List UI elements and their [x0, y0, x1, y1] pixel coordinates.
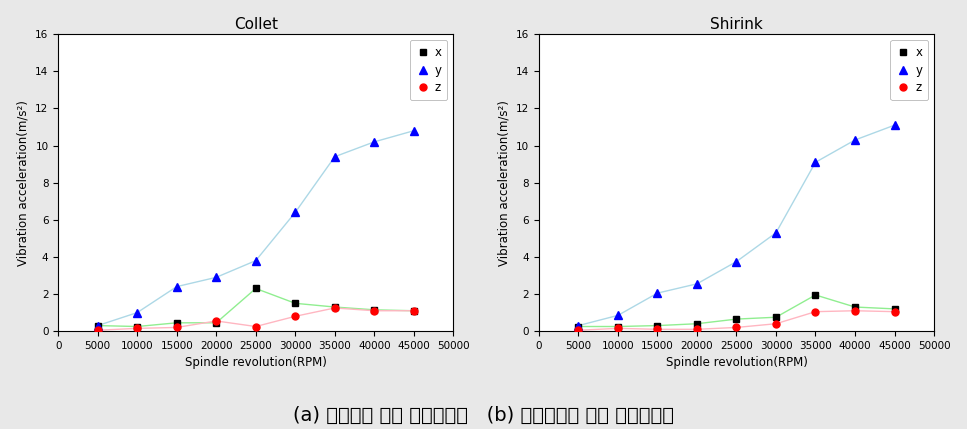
- y: [612, 313, 624, 318]
- x: [809, 293, 821, 298]
- z: [612, 326, 624, 331]
- z: [92, 328, 103, 333]
- z: [408, 308, 420, 313]
- y: [289, 210, 301, 215]
- z: [211, 318, 222, 323]
- y: [249, 258, 261, 263]
- z: [849, 308, 861, 313]
- y: [731, 259, 743, 264]
- Line: z: z: [575, 307, 898, 334]
- x: [132, 324, 143, 329]
- x: [368, 307, 380, 312]
- y: [368, 139, 380, 145]
- Title: Shirink: Shirink: [710, 17, 763, 32]
- x: [612, 324, 624, 329]
- y: [211, 275, 222, 280]
- x: [408, 308, 420, 313]
- z: [329, 305, 340, 311]
- z: [809, 309, 821, 314]
- Title: Collet: Collet: [234, 17, 278, 32]
- y: [652, 290, 663, 296]
- y: [408, 128, 420, 133]
- x: [171, 320, 183, 325]
- Y-axis label: Vibration acceleration(m/s²): Vibration acceleration(m/s²): [497, 100, 511, 266]
- X-axis label: Spindle revolution(RPM): Spindle revolution(RPM): [665, 356, 807, 369]
- y: [770, 230, 781, 236]
- X-axis label: Spindle revolution(RPM): Spindle revolution(RPM): [185, 356, 327, 369]
- z: [171, 325, 183, 330]
- x: [652, 323, 663, 328]
- Line: x: x: [94, 285, 417, 330]
- z: [289, 314, 301, 319]
- x: [691, 321, 703, 326]
- Y-axis label: Vibration acceleration(m/s²): Vibration acceleration(m/s²): [16, 100, 30, 266]
- x: [329, 305, 340, 310]
- y: [572, 323, 584, 328]
- Text: (a) 콜렉첨에 의한 진동가속도   (b) 열박음첨에 의한 진동가속도: (a) 콜렉첨에 의한 진동가속도 (b) 열박음첨에 의한 진동가속도: [293, 406, 674, 425]
- Line: z: z: [94, 305, 417, 334]
- z: [691, 327, 703, 332]
- Line: x: x: [575, 291, 898, 330]
- x: [889, 306, 900, 311]
- z: [652, 327, 663, 332]
- y: [691, 281, 703, 287]
- y: [171, 284, 183, 289]
- z: [132, 326, 143, 331]
- y: [849, 137, 861, 142]
- z: [572, 328, 584, 333]
- x: [92, 323, 103, 328]
- x: [249, 286, 261, 291]
- z: [731, 325, 743, 330]
- y: [329, 154, 340, 159]
- Legend: x, y, z: x, y, z: [410, 40, 448, 100]
- x: [731, 317, 743, 322]
- z: [889, 309, 900, 314]
- x: [572, 324, 584, 329]
- x: [770, 314, 781, 320]
- y: [132, 310, 143, 315]
- x: [289, 301, 301, 306]
- Line: y: y: [94, 127, 418, 330]
- z: [249, 324, 261, 329]
- Legend: x, y, z: x, y, z: [891, 40, 928, 100]
- z: [770, 321, 781, 326]
- y: [809, 160, 821, 165]
- x: [211, 320, 222, 325]
- y: [889, 123, 900, 128]
- y: [92, 323, 103, 328]
- z: [368, 308, 380, 313]
- Line: y: y: [574, 121, 898, 330]
- x: [849, 305, 861, 310]
